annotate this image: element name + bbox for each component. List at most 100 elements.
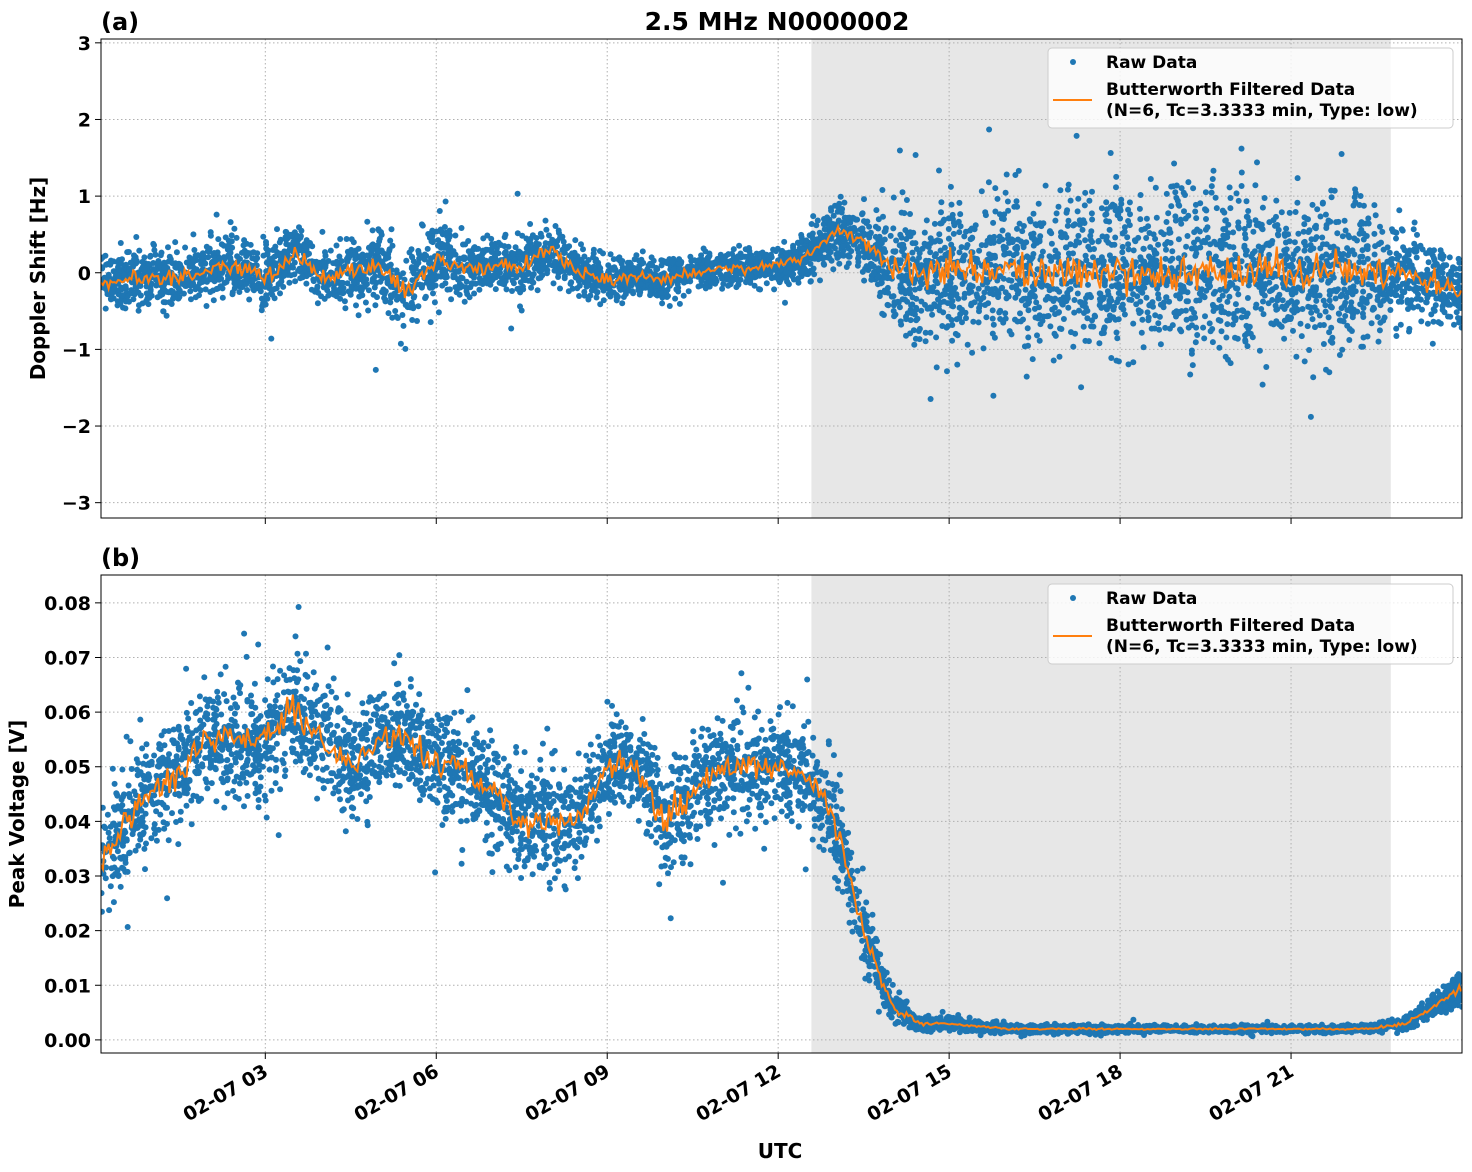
raw-data-point [963,315,969,322]
raw-data-point [1446,291,1453,298]
raw-data-point [834,254,841,261]
raw-data-point [285,247,292,254]
raw-data-point [1211,305,1218,312]
raw-data-point [528,284,535,291]
raw-data-point [866,223,873,230]
raw-data-point [1246,222,1252,229]
raw-data-point [169,260,176,267]
raw-data-point [388,226,395,233]
raw-data-point [1117,274,1123,280]
raw-data-point [1291,239,1298,246]
raw-data-point [1272,222,1278,229]
raw-data-point [1222,217,1229,224]
raw-data-point [133,284,140,291]
raw-data-point [923,217,930,224]
raw-data-point [980,345,987,352]
raw-data-point [527,240,534,247]
raw-data-point [881,236,888,243]
raw-data-point [822,232,829,239]
raw-data-point [397,340,404,347]
raw-data-point [777,267,784,273]
raw-data-point [1328,194,1335,201]
raw-data-point [984,279,991,286]
raw-data-point [830,266,837,273]
raw-data-point [527,235,534,242]
raw-data-point [365,307,372,314]
raw-data-point [1347,303,1354,310]
raw-data-point [807,260,814,267]
raw-data-point [1125,218,1132,224]
raw-data-point [837,193,844,200]
raw-data-point [294,241,301,248]
raw-data-point [1301,238,1308,245]
raw-data-point [624,259,631,266]
raw-data-point [376,238,383,245]
raw-data-point [1312,324,1318,331]
raw-data-point [904,310,911,317]
raw-data-point [685,288,692,295]
raw-data-point [117,240,124,246]
raw-data-point [1125,361,1132,368]
raw-data-point [108,296,114,303]
raw-data-point [1278,209,1285,216]
raw-data-point [565,265,572,271]
raw-data-point [1210,167,1217,174]
raw-data-point [1273,197,1280,204]
raw-data-point [674,281,681,288]
raw-data-point [990,219,997,226]
raw-data-point [535,262,542,269]
raw-data-point [539,266,546,273]
raw-data-point [1090,323,1097,330]
raw-data-point [495,239,502,246]
raw-data-point [808,241,815,248]
raw-data-point [1343,294,1350,301]
raw-data-point [1411,279,1418,286]
raw-data-point [347,291,354,298]
raw-data-point [1145,317,1152,324]
raw-data-point [953,292,960,299]
raw-data-point [1322,211,1329,218]
raw-data-point [1128,297,1135,303]
raw-data-point [911,341,918,348]
raw-data-point [1112,234,1119,241]
raw-data-point [1075,232,1082,239]
raw-data-point [672,295,679,302]
raw-data-point [956,314,963,321]
raw-data-point [863,263,870,270]
raw-data-point [448,296,455,303]
raw-data-point [1306,292,1312,299]
raw-data-point [297,233,304,240]
raw-data-point [843,264,850,270]
raw-data-point [386,248,393,254]
raw-data-point [1201,335,1208,342]
raw-data-point [710,273,717,280]
raw-data-point [555,274,562,280]
raw-data-point [1138,226,1145,233]
raw-data-point [929,311,936,318]
raw-data-point [861,218,867,225]
raw-data-point [1404,299,1411,306]
raw-data-point [968,225,975,232]
raw-data-point [1098,205,1105,212]
raw-data-point [1151,325,1158,332]
raw-data-point [1162,255,1169,262]
raw-data-point [219,294,226,301]
raw-data-point [463,278,470,285]
raw-data-point [403,301,410,308]
raw-data-point [1455,315,1461,321]
raw-data-point [325,258,332,264]
raw-data-point [519,272,526,279]
raw-data-point [387,299,394,306]
raw-data-point [303,280,310,287]
raw-data-point [306,250,312,257]
raw-data-point [1304,323,1311,330]
raw-data-point [639,260,646,267]
raw-data-point [1259,204,1266,211]
raw-data-point [1053,210,1060,217]
raw-data-point [175,285,182,292]
raw-data-point [125,249,132,255]
raw-data-point [1435,319,1442,326]
raw-data-point [1046,253,1053,260]
raw-data-point [1410,304,1417,311]
raw-data-point [1360,334,1367,341]
